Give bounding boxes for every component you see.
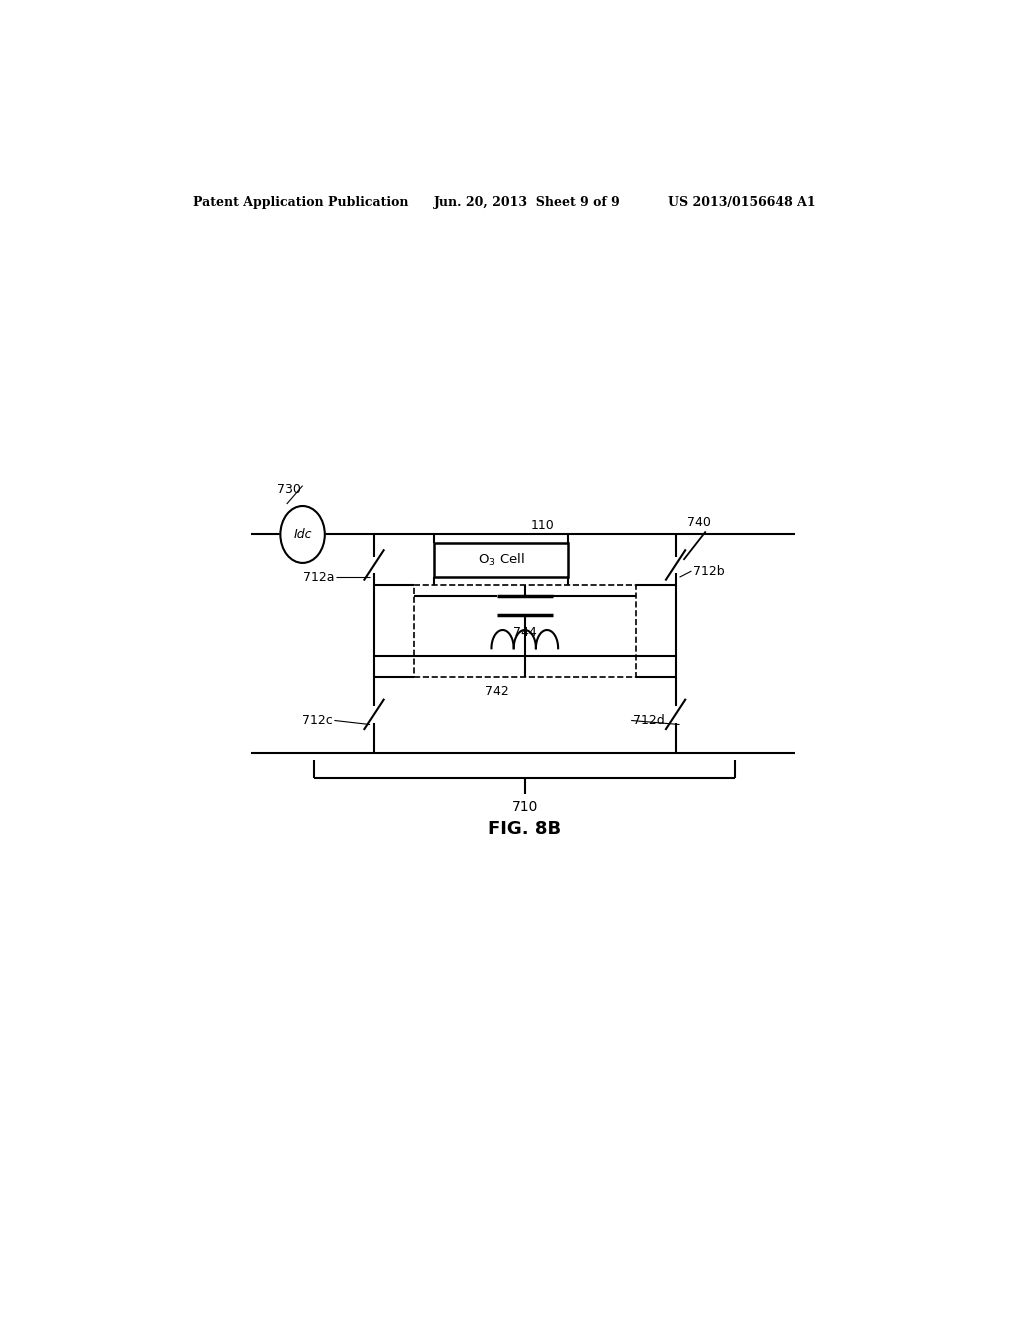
Text: US 2013/0156648 A1: US 2013/0156648 A1 [668,195,815,209]
Bar [433,543,568,577]
Text: O$_3$ Cell: O$_3$ Cell [477,552,524,568]
Text: 730: 730 [278,483,301,496]
Circle shape [281,506,325,562]
Text: 740: 740 [687,516,712,529]
Text: Idc: Idc [293,528,312,541]
Text: Jun. 20, 2013  Sheet 9 of 9: Jun. 20, 2013 Sheet 9 of 9 [433,195,621,209]
Text: 710: 710 [512,800,538,813]
Text: 744: 744 [513,626,537,639]
Text: 712a: 712a [303,570,334,583]
Text: 712c: 712c [302,714,333,727]
Text: Patent Application Publication: Patent Application Publication [194,195,409,209]
Text: 712d: 712d [633,714,665,727]
Text: 712b: 712b [693,565,725,578]
Bar [414,585,636,677]
Text: FIG. 8B: FIG. 8B [488,820,561,838]
Text: 742: 742 [485,685,509,698]
Text: 110: 110 [531,520,555,532]
